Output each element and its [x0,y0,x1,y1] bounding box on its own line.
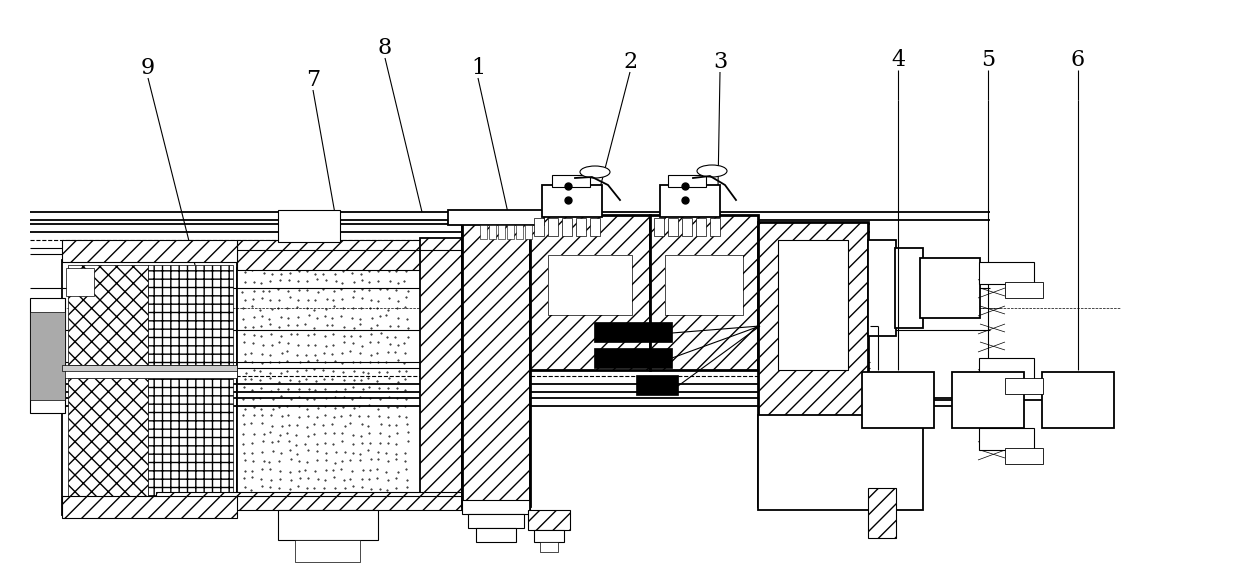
Bar [539,542,558,552]
Bar [920,258,980,318]
Bar [1004,448,1043,464]
Bar [594,348,672,368]
Bar [516,225,523,239]
Bar [62,240,237,262]
Bar [980,428,1034,450]
Bar [525,225,532,239]
Text: 5: 5 [981,49,994,71]
Bar [463,222,529,506]
Ellipse shape [697,165,727,177]
Bar [650,215,758,370]
Bar [552,175,590,187]
Bar [980,262,1034,284]
Bar [148,378,233,508]
Bar [30,298,64,413]
Bar [1042,372,1114,428]
Bar [295,540,360,562]
Bar [758,415,923,510]
Bar [980,358,1034,380]
Bar [66,268,94,296]
Bar [68,378,148,508]
Text: 4: 4 [890,49,905,71]
Bar [463,500,529,514]
Text: 2: 2 [622,51,637,73]
Bar [278,210,340,242]
Bar [534,218,544,236]
Bar [590,218,600,236]
Ellipse shape [580,166,610,178]
Bar [636,375,678,395]
Bar [156,492,463,510]
Bar [30,312,64,400]
Bar [448,210,544,225]
Bar [62,496,237,518]
Text: 3: 3 [713,51,727,73]
Bar [653,218,663,236]
Bar [62,365,237,371]
Bar [577,218,587,236]
Bar [868,240,897,336]
Text: 8: 8 [378,37,392,59]
Bar [498,225,505,239]
Bar [507,225,515,239]
Bar [480,225,487,239]
Bar [668,218,678,236]
Bar [534,530,564,542]
Text: 1: 1 [471,57,485,79]
Bar [420,238,463,498]
Bar [62,260,237,515]
Bar [777,240,848,370]
Bar [476,528,516,542]
Bar [237,268,422,496]
Bar [148,265,233,365]
Bar [542,185,601,217]
Bar [758,222,868,506]
Bar [529,215,650,370]
Bar [278,510,378,540]
Bar [711,218,720,236]
Bar [489,225,496,239]
Bar [895,248,923,328]
Bar [1004,282,1043,298]
Bar [862,372,934,428]
Text: 7: 7 [306,69,320,91]
Text: 6: 6 [1071,49,1085,71]
Bar [665,255,743,315]
Bar [548,218,558,236]
Bar [868,488,897,538]
Bar [952,372,1024,428]
Bar [562,218,572,236]
Bar [665,255,743,315]
Bar [467,514,525,528]
Bar [660,185,720,217]
Bar [62,368,237,378]
Bar [237,240,422,270]
Bar [696,218,706,236]
Bar [68,265,148,365]
Bar [1004,378,1043,394]
Text: 9: 9 [141,57,155,79]
Bar [548,255,632,315]
Bar [548,255,632,315]
Bar [682,218,692,236]
Bar [668,175,706,187]
Bar [594,322,672,342]
Bar [528,510,570,530]
